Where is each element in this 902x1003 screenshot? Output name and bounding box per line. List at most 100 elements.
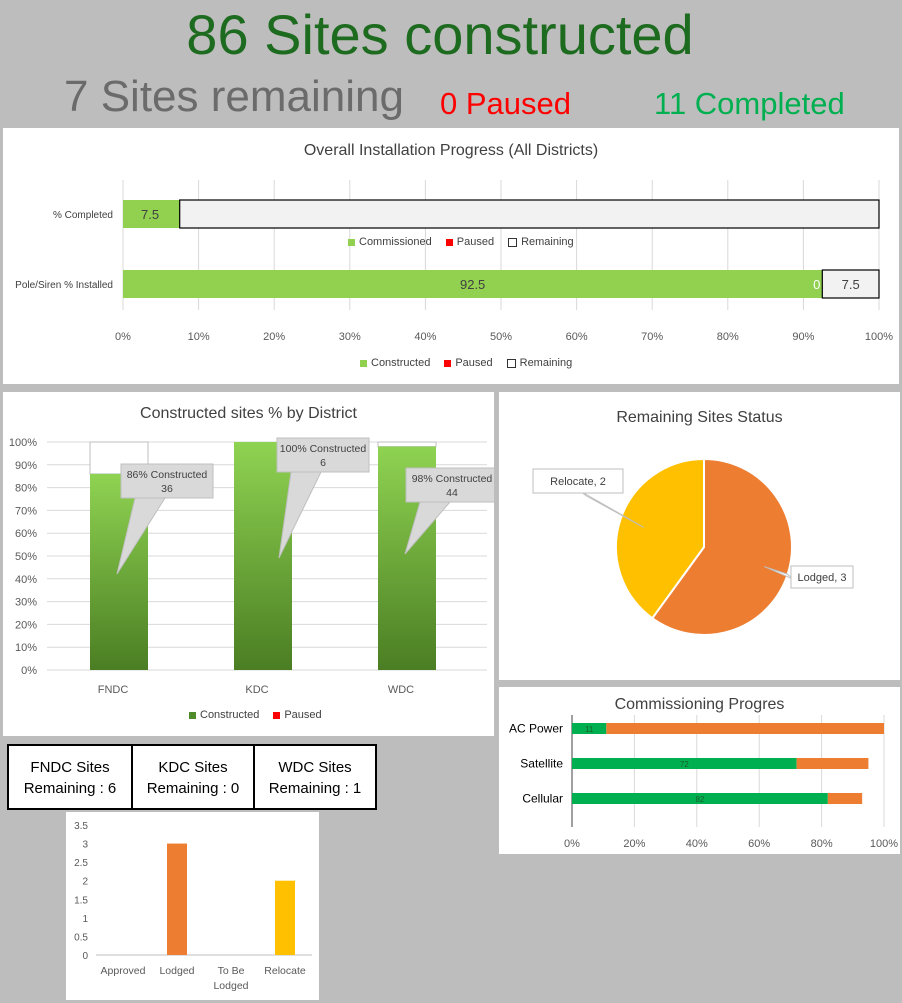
x-tick-label: 0% — [115, 331, 131, 343]
x-tick-label: 0% — [564, 838, 580, 850]
callout-label: 100% Constructed — [280, 443, 367, 455]
x-tick-label: 10% — [188, 331, 210, 343]
district-panel: Constructed sites % by District 0% 10% 20%… — [3, 392, 494, 736]
callout-box — [405, 467, 494, 503]
y-tick-label: 0% — [21, 665, 37, 677]
bar-data-label: 7.5 — [141, 207, 159, 222]
overall-legend-bottom: Constructed Paused Remaining — [360, 357, 572, 369]
x-category-label: KDC — [245, 684, 268, 696]
remaining-status-pie: Lodged, 3 Relocate, 2 — [532, 457, 854, 636]
remaining-status-bar-chart: 0 0.5 1 1.5 2 2.5 3 3.5 Approved Lodged To Be Lodge… — [74, 821, 312, 992]
x-tick-label: 90% — [792, 331, 814, 343]
wdc-sites-cell: WDC Sites Remaining : 1 — [253, 746, 375, 808]
x-tick-label: 60% — [748, 838, 770, 850]
legend-paused: Paused — [456, 236, 495, 248]
pie-label-box — [532, 468, 624, 494]
x-category-label: Approved — [101, 965, 146, 977]
pie-label-box — [790, 565, 854, 589]
y-tick-label: 90% — [15, 460, 37, 472]
y-tick-label: 50% — [15, 551, 37, 563]
y-tick-label: 10% — [15, 642, 37, 654]
fndc-sites-remaining: Remaining : 6 — [23, 780, 117, 797]
paused-count-heading: 0 Paused — [440, 86, 571, 121]
x-category-label: Relocate — [264, 965, 306, 977]
callout-box — [120, 463, 214, 499]
y-tick-label: 1 — [82, 914, 88, 925]
completed-count-heading: 11 Completed — [654, 86, 845, 121]
callout-value: 44 — [446, 487, 458, 499]
y-tick-label: 60% — [15, 528, 37, 540]
y-category-label: AC Power — [509, 722, 563, 736]
bar-data-label: 11 — [585, 725, 594, 734]
pie-label: Lodged, 3 — [798, 572, 847, 584]
callout-box — [276, 437, 370, 473]
district-chart: 0% 10% 20% 30% 40% 50% 60% 70% 80% 90% 100% FNDC 86%… — [9, 437, 494, 696]
y-tick-label: 2 — [82, 877, 88, 888]
kdc-sites-cell: KDC Sites Remaining : 0 — [131, 746, 253, 808]
bar-data-label: 92.5 — [460, 277, 485, 292]
y-tick-label: 100% — [9, 437, 37, 449]
overall-progress-chart: 0% 10% 20% 30% 40% 50% 60% 70% 80% 90% 100% % Compl… — [15, 180, 893, 343]
x-tick-label: 40% — [686, 838, 708, 850]
y-tick-label: 70% — [15, 505, 37, 517]
overall-legend-top: Commissioned Paused Remaining — [348, 236, 574, 248]
bar-segment — [606, 723, 884, 734]
legend-commissioned: Commissioned — [359, 236, 432, 248]
y-tick-label: 80% — [15, 483, 37, 495]
fndc-sites-cell: FNDC Sites Remaining : 6 — [9, 746, 131, 808]
y-tick-label: 40% — [15, 574, 37, 586]
y-category-label: % Completed — [53, 210, 113, 221]
y-tick-label: 0.5 — [74, 932, 88, 943]
bar-segment — [572, 723, 607, 734]
x-tick-label: 40% — [414, 331, 436, 343]
bar-segment — [821, 269, 880, 299]
x-category-label-line: Approved — [101, 965, 146, 977]
pie-slice — [615, 457, 705, 620]
bar-segment — [827, 793, 863, 804]
commissioning-chart-title: Commissioning Progres — [614, 696, 785, 713]
x-tick-label: 100% — [865, 331, 893, 343]
x-category-label-line: Relocate — [264, 965, 306, 977]
wdc-sites-label: WDC Sites — [278, 759, 352, 776]
y-category-label: Pole/Siren % Installed — [15, 280, 113, 291]
sites-remaining-heading: 7 Sites remaining — [64, 72, 404, 121]
legend-paused: Paused — [455, 357, 493, 369]
commissioning-panel: Commissioning Progres 0% 20% 40% 60% 80% 100%… — [499, 687, 900, 854]
overall-chart-title: Overall Installation Progress (All Distr… — [303, 142, 599, 159]
x-category-label: FNDC — [98, 684, 129, 696]
callout-label: 86% Constructed — [127, 469, 208, 481]
remaining-status-panel: Remaining Sites Status Lodged, 3 Relocate… — [499, 392, 900, 680]
x-category-label: WDC — [388, 684, 414, 696]
x-tick-label: 100% — [870, 838, 898, 850]
pie-label: Relocate, 2 — [550, 476, 606, 488]
x-tick-label: 80% — [717, 331, 739, 343]
remaining-status-bar-panel: 0 0.5 1 1.5 2 2.5 3 3.5 Approved Lodged To Be Lodge… — [66, 812, 319, 1000]
y-tick-label: 30% — [15, 597, 37, 609]
bar-data-label: 72 — [680, 760, 689, 769]
x-tick-label: 30% — [339, 331, 361, 343]
legend-constructed: Constructed — [200, 709, 260, 721]
bar-segment — [572, 758, 797, 769]
bar-segment — [123, 270, 823, 298]
y-category-label: Cellular — [522, 792, 563, 806]
district-remaining-table: FNDC Sites Remaining : 6 KDC Sites Remai… — [7, 744, 377, 810]
constructed-bar — [234, 442, 292, 670]
bar-segment — [572, 793, 828, 804]
bar-data-label: 0 — [813, 277, 820, 292]
x-category-label-line: Lodged — [213, 980, 248, 992]
y-tick-label: 2.5 — [74, 858, 88, 869]
y-tick-label: 20% — [15, 619, 37, 631]
bar-data-label: 7.5 — [842, 277, 860, 292]
kdc-sites-label: KDC Sites — [158, 759, 228, 776]
wdc-sites-remaining: Remaining : 1 — [268, 780, 362, 797]
y-tick-label: 0 — [82, 951, 88, 962]
district-legend: Constructed Paused — [189, 709, 322, 721]
x-tick-label: 70% — [641, 331, 663, 343]
callout-value: 6 — [320, 457, 326, 469]
x-category-label-line: To Be — [218, 965, 245, 977]
district-chart-title: Constructed sites % by District — [140, 405, 357, 422]
x-category-label-line: Lodged — [159, 965, 194, 977]
pie-chart-title: Remaining Sites Status — [616, 409, 783, 426]
column-bar — [275, 880, 295, 955]
bar-segment — [179, 199, 880, 229]
